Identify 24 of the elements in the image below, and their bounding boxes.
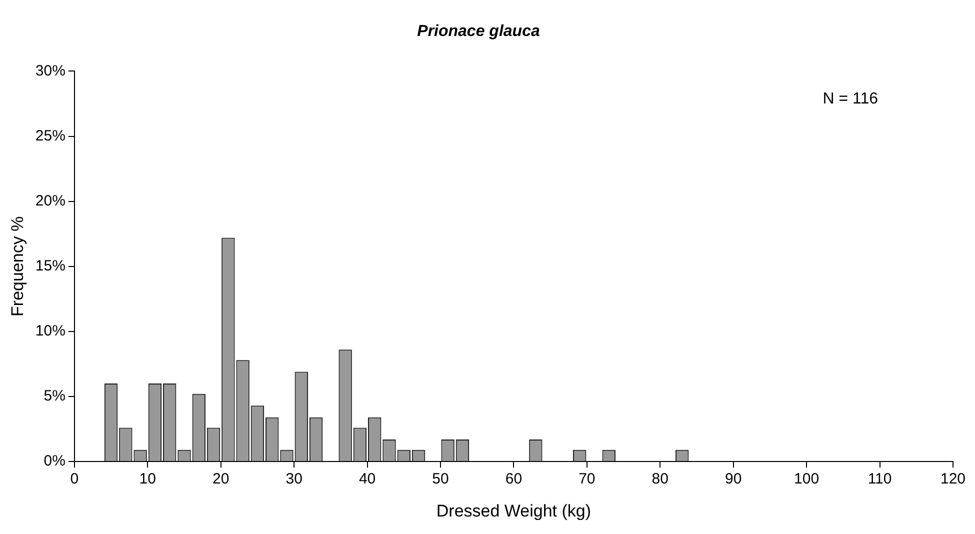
x-tick-label: 80 xyxy=(652,470,668,488)
y-tick-label: 15% xyxy=(35,258,66,275)
annotation: N = 116 xyxy=(822,90,878,108)
y-axis-title: Frequency % xyxy=(8,216,27,316)
chart-title: Prionace glauca xyxy=(417,23,540,40)
x-axis-title: Dressed Weight (kg) xyxy=(436,501,592,520)
x-tick-label: 110 xyxy=(868,470,892,488)
x-tick-label: 70 xyxy=(578,470,596,488)
y-tick-label: 25% xyxy=(35,127,66,144)
x-tick-label: 60 xyxy=(505,470,522,488)
x-tick-label: 10 xyxy=(139,470,156,488)
x-tick-label: 0 xyxy=(70,470,79,488)
x-tick-label: 50 xyxy=(432,470,449,488)
y-tick-label: 0% xyxy=(44,452,66,470)
x-tick-label: 30 xyxy=(286,470,302,488)
x-tick-label: 120 xyxy=(940,470,966,488)
x-tick-label: 90 xyxy=(725,470,742,488)
y-tick-label: 30% xyxy=(35,62,66,80)
x-tick-label: 20 xyxy=(212,470,230,488)
y-tick-label: 20% xyxy=(35,192,66,210)
x-tick-label: 40 xyxy=(358,470,376,488)
x-tick-label: 100 xyxy=(794,470,820,488)
y-tick-label: 5% xyxy=(44,388,66,405)
y-tick-label: 10% xyxy=(35,322,66,340)
